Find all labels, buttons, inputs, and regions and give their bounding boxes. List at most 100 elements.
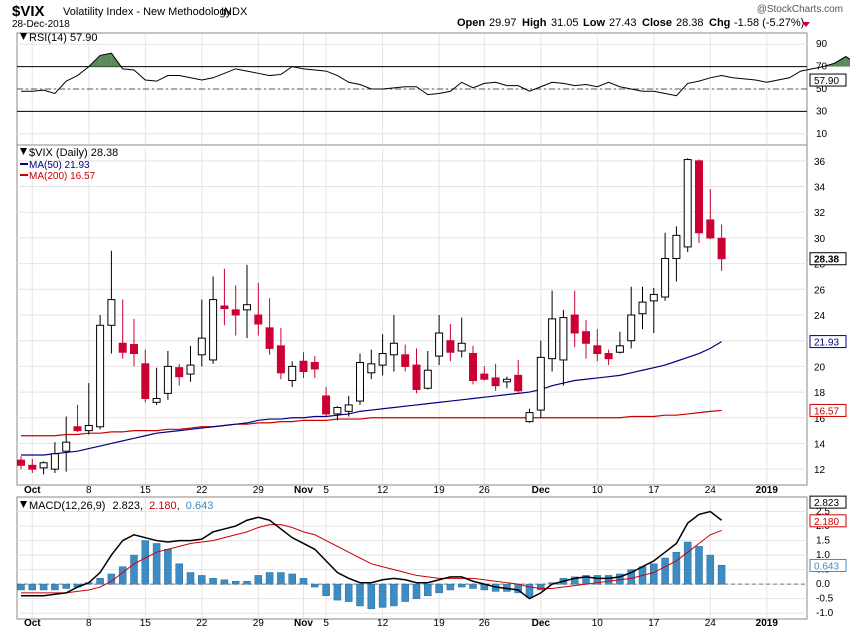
rsi-tick-label: 70 (816, 62, 828, 73)
x-tick-label: 17 (648, 485, 660, 496)
candle-body (683, 159, 692, 248)
price-tick-label: 30 (814, 234, 826, 245)
candle-body (197, 337, 206, 356)
candle-body (638, 301, 647, 315)
legend-triangle-icon (20, 33, 27, 40)
axis-labels: Oct Oct 8 8 15 15 22 22 29 29 Nov Nov 5 5 12 12 19 19 26 26… (24, 39, 847, 629)
candlestick (243, 264, 251, 339)
macd-histogram-bar (118, 566, 127, 585)
close-value: 28.38 (676, 17, 704, 29)
legend-triangle-icon (20, 501, 27, 508)
ma200-last-label: 16.57 (814, 406, 839, 417)
macd-legend-hist: 0.643 (186, 500, 214, 512)
candle-body (570, 314, 579, 334)
candle-body (107, 299, 116, 326)
candle-body (412, 364, 421, 391)
macd-histogram-bar (706, 554, 715, 585)
macd-histogram-bar (220, 579, 229, 585)
macd-signal-line (21, 524, 722, 594)
candle-body (401, 354, 410, 367)
ma200-line (21, 409, 722, 437)
ma50-last-label-box (809, 335, 847, 349)
candlestick (152, 367, 161, 405)
open-value: 29.97 (489, 17, 517, 29)
x-tick-label: 5 (323, 485, 329, 496)
macd-histogram-bar (683, 541, 692, 585)
price-tick-label: 24 (814, 311, 826, 322)
macd-histogram-bar (186, 572, 195, 585)
candlestick (604, 349, 613, 366)
x-tick-label: 26 (479, 618, 491, 629)
candle-body (661, 257, 670, 298)
macd-histogram-bar (277, 572, 285, 585)
macd-histogram-bar (299, 578, 308, 585)
candle-body (186, 364, 195, 375)
low-value: 27.43 (609, 17, 637, 29)
macd-legend-prefix: MACD(12,26,9) (29, 500, 105, 512)
macd-histogram-bar (650, 563, 658, 585)
candle-body (446, 340, 455, 353)
macd-histogram-bar (525, 583, 534, 598)
candle-body (62, 441, 71, 452)
candlestick (683, 158, 692, 253)
candlestick (28, 458, 37, 474)
candle-body (276, 345, 285, 374)
grid-lines (17, 34, 807, 618)
x-tick-label: 15 (140, 485, 152, 496)
macd-histogram-bar (627, 569, 635, 585)
candle-body (469, 353, 477, 382)
x-tick-label: 29 (253, 485, 265, 496)
macd-histogram-bar (469, 583, 477, 589)
legend-sep: , (140, 500, 143, 512)
candle-body (480, 373, 489, 380)
x-tick-label: Nov (294, 618, 313, 629)
legend-triangle-icon (20, 148, 27, 155)
candle-body (243, 304, 251, 311)
candlestick (50, 442, 59, 474)
candlestick (638, 286, 647, 330)
candle-body (502, 378, 511, 383)
candle-body (17, 459, 25, 466)
candle-body (525, 412, 534, 423)
macd-histogram-bar (164, 549, 172, 585)
candlestick (322, 386, 331, 417)
price-tick-label: 32 (814, 208, 826, 219)
candlestick (661, 232, 670, 301)
candle-body (84, 424, 93, 432)
candlestick (570, 290, 579, 348)
instrument-name: Volatility Index - New Methodology (63, 6, 232, 18)
macd-histogram-bar (424, 583, 432, 597)
candle-body (536, 356, 545, 411)
macd-histogram-bar (288, 573, 296, 585)
candlestick (695, 159, 703, 244)
watermark: @StockCharts.com (757, 4, 843, 15)
price-layer (17, 158, 726, 475)
macd-histogram-bar (39, 583, 48, 591)
candlestick (344, 395, 353, 417)
candlestick (706, 189, 715, 240)
candlestick (480, 366, 489, 381)
x-tick-label: Oct (24, 485, 41, 496)
legend-sep: , (177, 500, 180, 512)
candle-body (356, 362, 364, 402)
macd-histogram-bar (570, 576, 579, 585)
macd-last-value: 2.823 (814, 498, 839, 509)
low-label: Low (583, 17, 605, 29)
candle-body (615, 345, 624, 353)
macd-histogram-bar (446, 583, 455, 591)
candlestick (175, 363, 184, 386)
candlestick (288, 361, 297, 387)
candlestick (457, 317, 466, 358)
macd-tick-label: 2.5 (816, 507, 830, 518)
macd-histogram-bar (412, 583, 421, 599)
close-label: Close (642, 17, 672, 29)
macd-histogram-bar (593, 575, 602, 585)
candlestick (310, 356, 319, 378)
macd-histogram-bar (209, 578, 217, 585)
x-tick-label: 10 (592, 485, 604, 496)
macd-layer (17, 510, 726, 610)
macd-histogram-bar (130, 554, 138, 585)
x-tick-label: 8 (86, 618, 92, 629)
candlestick (423, 350, 432, 390)
